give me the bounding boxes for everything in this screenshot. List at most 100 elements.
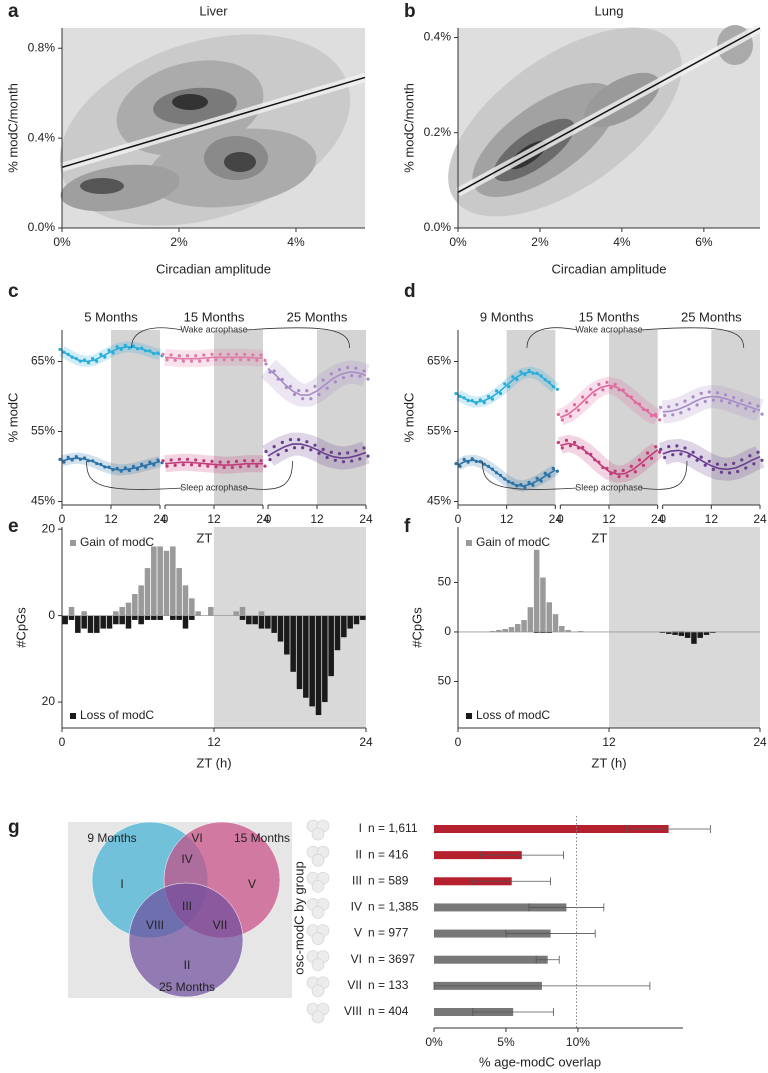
sample-dot bbox=[276, 377, 280, 381]
count-label: n = 977 bbox=[368, 926, 409, 940]
dark-phase bbox=[609, 330, 658, 505]
y-tick-label: 0.0% bbox=[28, 220, 56, 234]
sample-dot bbox=[736, 469, 740, 474]
sample-dot bbox=[507, 480, 511, 484]
sample-dot bbox=[358, 374, 362, 378]
fit-curve bbox=[457, 371, 556, 403]
y-axis-label: #CpGs bbox=[409, 607, 424, 648]
sample-dot bbox=[679, 452, 683, 456]
fit-line bbox=[457, 27, 761, 193]
histogram-bar bbox=[678, 631, 685, 636]
sample-dot bbox=[243, 352, 247, 356]
panel-letter: d bbox=[404, 281, 416, 302]
sample-dot bbox=[206, 464, 210, 468]
sample-dot bbox=[691, 450, 695, 454]
sample-dot bbox=[169, 458, 173, 462]
sample-dot bbox=[280, 440, 284, 444]
sample-dot bbox=[617, 475, 621, 479]
sample-dot bbox=[135, 347, 140, 351]
dark-phase bbox=[111, 330, 160, 505]
sample-dot bbox=[346, 365, 350, 370]
sample-dot bbox=[263, 464, 267, 468]
histogram-bar bbox=[315, 615, 322, 716]
histogram-bar bbox=[672, 630, 678, 632]
sample-dot bbox=[629, 464, 633, 468]
sample-dot bbox=[699, 391, 703, 395]
histogram-bar bbox=[182, 615, 189, 629]
sample-dot bbox=[719, 470, 724, 474]
sample-dot bbox=[568, 444, 573, 448]
panel-letter: f bbox=[404, 516, 411, 537]
sample-dot bbox=[703, 463, 707, 467]
histogram-bar bbox=[144, 615, 151, 620]
sample-dot bbox=[707, 459, 711, 463]
sample-dot bbox=[556, 440, 560, 445]
x-tick-label: 0 bbox=[659, 512, 666, 526]
arrow bbox=[481, 460, 578, 490]
sample-dot bbox=[756, 404, 760, 408]
x-tick-label: 12 bbox=[602, 735, 616, 749]
sample-dot bbox=[95, 461, 99, 466]
sample-dot bbox=[752, 462, 756, 466]
count-label: n = 404 bbox=[368, 1004, 409, 1018]
sample-dot bbox=[127, 346, 131, 350]
x-axis-label: Circadian amplitude bbox=[552, 261, 667, 276]
sample-dot bbox=[173, 463, 177, 467]
sample-dot bbox=[214, 358, 218, 362]
sample-dot bbox=[490, 467, 495, 471]
sample-dot bbox=[337, 452, 342, 456]
sample-dot bbox=[148, 460, 152, 464]
histogram-bar bbox=[125, 615, 132, 629]
y-tick-label: 20 bbox=[42, 521, 56, 535]
histogram-bar bbox=[284, 615, 290, 655]
sample-dot bbox=[572, 403, 577, 407]
confidence-band bbox=[262, 432, 370, 470]
sample-dot bbox=[711, 467, 715, 471]
histogram-bar bbox=[552, 614, 559, 632]
group-icon bbox=[311, 827, 325, 841]
group-icon bbox=[311, 958, 325, 972]
histogram-bar bbox=[170, 546, 176, 616]
sample-dot bbox=[194, 458, 198, 462]
group-icon bbox=[311, 984, 325, 998]
sample-dot bbox=[543, 471, 547, 475]
sample-dot bbox=[675, 403, 679, 407]
sample-dot bbox=[629, 395, 633, 399]
sample-dot bbox=[198, 463, 202, 467]
sample-dot bbox=[140, 462, 144, 466]
histogram-bar bbox=[144, 568, 151, 616]
sample-dot bbox=[494, 389, 499, 393]
sample-dot bbox=[649, 456, 654, 460]
sample-dot bbox=[568, 414, 573, 418]
sample-dot bbox=[297, 438, 301, 442]
sample-dot bbox=[535, 476, 539, 480]
sample-dot bbox=[177, 354, 181, 358]
dark-phase bbox=[506, 330, 556, 505]
sample-dot bbox=[202, 353, 206, 357]
histogram-bar bbox=[540, 577, 546, 632]
sample-dot bbox=[144, 349, 148, 353]
sample-dot bbox=[301, 446, 305, 450]
y-axis-label: % modC/month bbox=[401, 83, 416, 173]
sample-dot bbox=[687, 407, 691, 411]
legend-swatch bbox=[70, 713, 76, 719]
sample-dot bbox=[503, 382, 507, 386]
legend-label: Gain of modC bbox=[80, 535, 154, 549]
sample-dot bbox=[321, 447, 325, 451]
sample-dot bbox=[744, 466, 748, 470]
sample-dot bbox=[539, 374, 543, 378]
annotation: Sleep acrophase bbox=[180, 482, 248, 492]
sample-dot bbox=[264, 449, 268, 454]
histogram-bar bbox=[138, 615, 144, 625]
sample-dot bbox=[462, 396, 466, 400]
sample-dot bbox=[292, 446, 297, 450]
sample-dot bbox=[723, 463, 728, 467]
sample-dot bbox=[658, 450, 662, 454]
histogram-bar bbox=[189, 615, 195, 620]
sample-dot bbox=[284, 448, 288, 453]
y-tick-label: 50 bbox=[438, 575, 452, 589]
histogram-bar bbox=[163, 550, 170, 616]
sample-dot bbox=[222, 358, 226, 362]
sample-dot bbox=[474, 459, 478, 463]
category-label: VI bbox=[351, 952, 362, 966]
